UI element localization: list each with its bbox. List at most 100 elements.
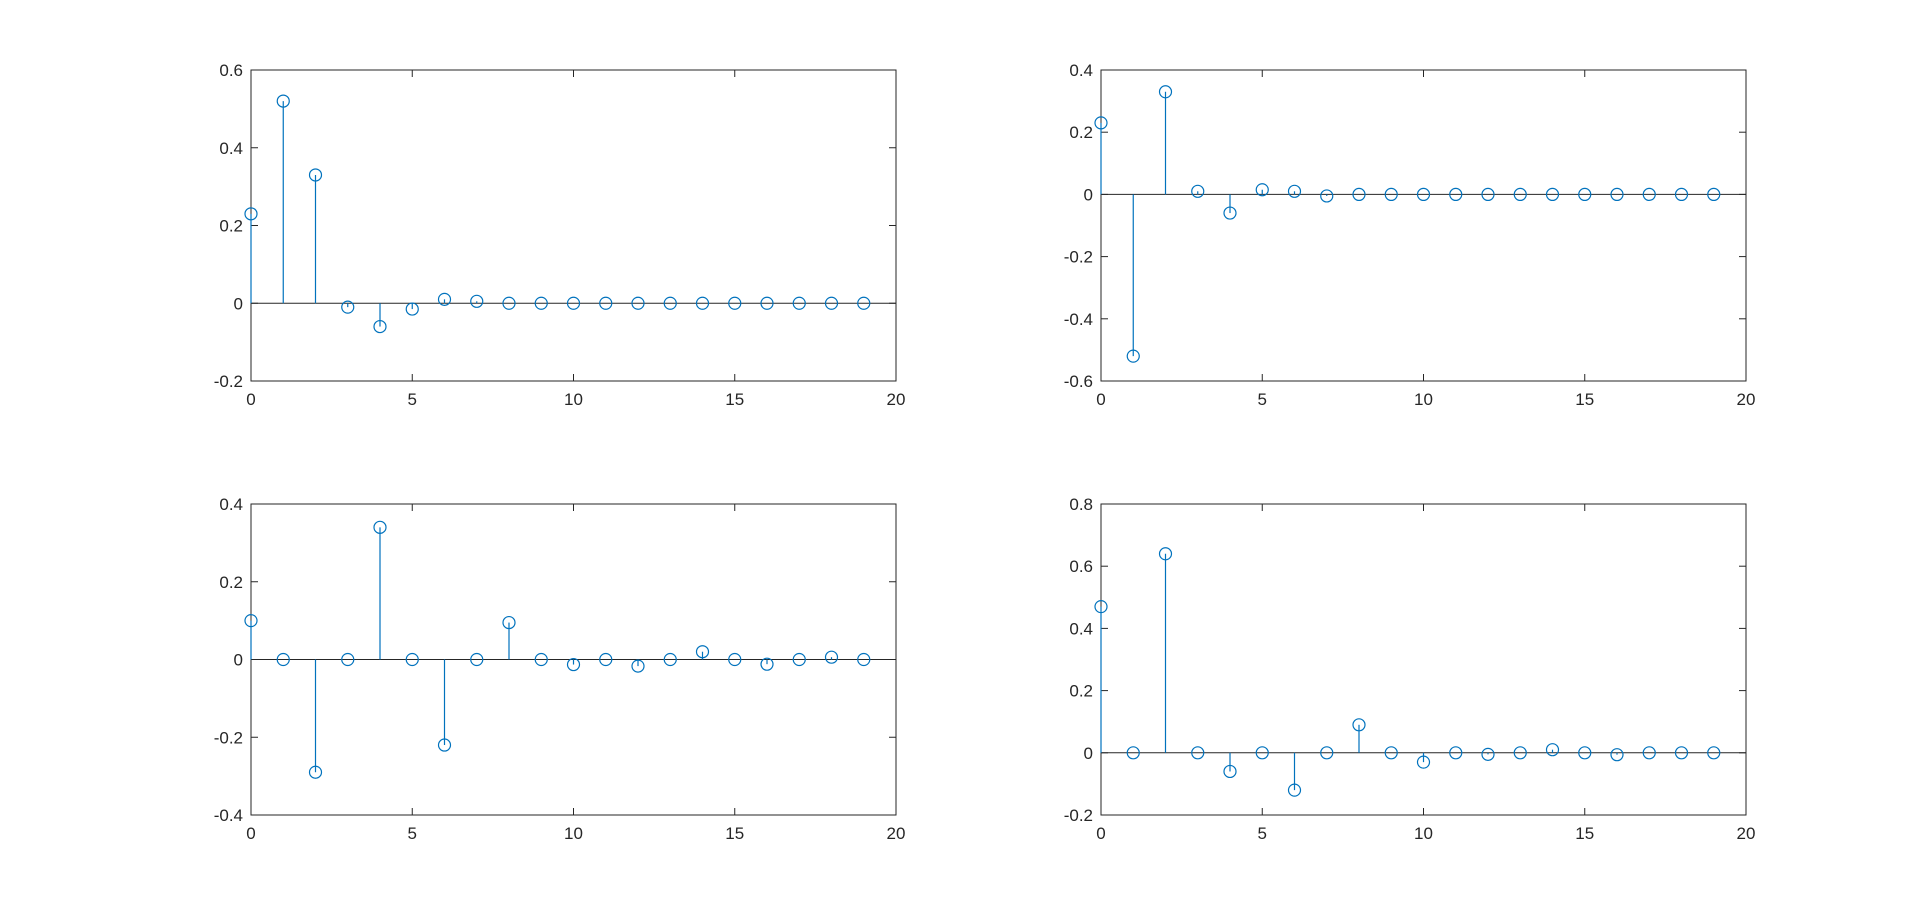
- stem-marker: [695, 645, 710, 659]
- y-tick-label: 0: [234, 651, 243, 670]
- stem-marker: [1352, 187, 1366, 201]
- y-tick-label: 0.8: [1069, 495, 1093, 514]
- y-tick-label: 0.2: [219, 217, 243, 236]
- stem-marker: [1191, 746, 1205, 760]
- stem-marker: [373, 319, 387, 334]
- stem-marker: [1126, 349, 1140, 363]
- x-tick-label: 20: [1737, 390, 1756, 409]
- stem-marker: [695, 296, 710, 310]
- stem-marker: [341, 300, 355, 314]
- stem-marker: [792, 652, 806, 667]
- x-tick-label: 0: [246, 824, 255, 843]
- stem-marker: [1223, 764, 1237, 779]
- stem-marker: [1255, 746, 1269, 760]
- stem-marker: [1707, 187, 1721, 201]
- stem-marker: [470, 652, 484, 667]
- y-tick-label: -0.4: [214, 806, 243, 825]
- y-tick-label: 0: [1084, 744, 1093, 763]
- axes-box: [1100, 69, 1747, 382]
- y-tick-label: 0.2: [1069, 123, 1093, 142]
- stem-marker: [1449, 187, 1463, 201]
- stem-marker: [1352, 718, 1366, 732]
- x-tick-label: 20: [887, 390, 906, 409]
- x-tick-label: 5: [1258, 824, 1267, 843]
- stem-marker: [599, 652, 613, 667]
- stem-marker: [857, 296, 871, 310]
- stem-marker: [631, 659, 645, 673]
- x-tick-label: 0: [1096, 390, 1105, 409]
- stem-marker: [1674, 746, 1689, 760]
- stem-marker: [1707, 746, 1721, 760]
- y-tick-label: -0.2: [1064, 248, 1093, 267]
- y-tick-label: 0: [1084, 185, 1093, 204]
- stem-marker: [1126, 746, 1140, 760]
- stem-marker: [405, 302, 419, 316]
- stem-marker: [502, 615, 516, 630]
- stem-marker: [760, 296, 774, 310]
- stem-marker: [276, 652, 290, 667]
- stem-marker: [1610, 748, 1624, 762]
- axes-box: [250, 69, 897, 382]
- stem-marker: [1481, 747, 1495, 761]
- y-tick-label: -0.2: [214, 728, 243, 747]
- y-tick-label: -0.6: [1064, 372, 1093, 391]
- stem-marker: [1545, 187, 1560, 201]
- stem-marker: [1255, 183, 1269, 197]
- stem-marker: [1416, 187, 1431, 201]
- stem-marker: [1158, 85, 1173, 99]
- stem-marker: [308, 168, 323, 182]
- stem-marker: [1545, 743, 1560, 757]
- x-tick-label: 5: [1258, 390, 1267, 409]
- stem-marker: [1578, 187, 1592, 201]
- stem-marker: [1384, 187, 1398, 201]
- subplot-bottom-left: 0 5 10 15 20 -0.4 -0.2 0 0.2 0.4: [214, 495, 906, 843]
- subplot-bottom-right: 0 5 10 15 20-0.200.20.40.60.8: [1064, 495, 1756, 843]
- y-tick-label: 0.6: [1069, 557, 1093, 576]
- stem-marker: [341, 652, 355, 667]
- stem-marker: [308, 765, 323, 779]
- x-tick-label: 15: [1575, 824, 1594, 843]
- stem-marker: [566, 657, 581, 672]
- y-tick-label: 0: [234, 294, 243, 313]
- subplot-top-left: 0 5 10 15 20-0.200.20.40.6: [214, 61, 906, 409]
- stem-marker: [1513, 746, 1527, 760]
- stem-marker: [1674, 187, 1689, 201]
- stem-marker: [1287, 184, 1302, 198]
- x-tick-label: 15: [1575, 390, 1594, 409]
- y-tick-label: 0.4: [219, 139, 243, 158]
- stem-marker: [663, 296, 677, 310]
- x-tick-label: 10: [1414, 824, 1433, 843]
- stem-marker: [631, 296, 645, 310]
- stem-marker: [534, 296, 548, 310]
- stem-marker: [1287, 783, 1302, 797]
- stem-marker: [1642, 746, 1656, 760]
- stem-marker: [405, 652, 419, 667]
- stem-marker: [1578, 746, 1592, 760]
- y-tick-label: -0.2: [1064, 806, 1093, 825]
- stem-marker: [1449, 746, 1463, 760]
- y-tick-label: -0.4: [1064, 310, 1093, 329]
- stem-marker: [276, 94, 290, 108]
- stem-marker: [502, 296, 516, 310]
- stem-marker: [437, 738, 452, 752]
- stem-marker: [244, 207, 258, 221]
- stem-marker: [1158, 547, 1173, 561]
- stem-marker: [437, 292, 452, 306]
- stem-marker: [1610, 187, 1624, 201]
- stem-marker: [1094, 600, 1108, 614]
- x-tick-label: 0: [246, 390, 255, 409]
- stem-marker: [1481, 187, 1495, 201]
- stem-marker: [1223, 206, 1237, 220]
- stem-marker: [760, 657, 774, 671]
- stem-marker: [824, 650, 839, 664]
- y-tick-label: 0.4: [219, 495, 243, 514]
- stem-marker: [1320, 746, 1334, 760]
- stem-marker: [599, 296, 613, 310]
- stem-marker: [728, 652, 742, 667]
- stem-marker: [824, 296, 839, 310]
- y-tick-label: -0.2: [214, 372, 243, 391]
- axes-box: [1100, 503, 1747, 816]
- stem-marker: [857, 652, 871, 667]
- x-tick-label: 10: [564, 824, 583, 843]
